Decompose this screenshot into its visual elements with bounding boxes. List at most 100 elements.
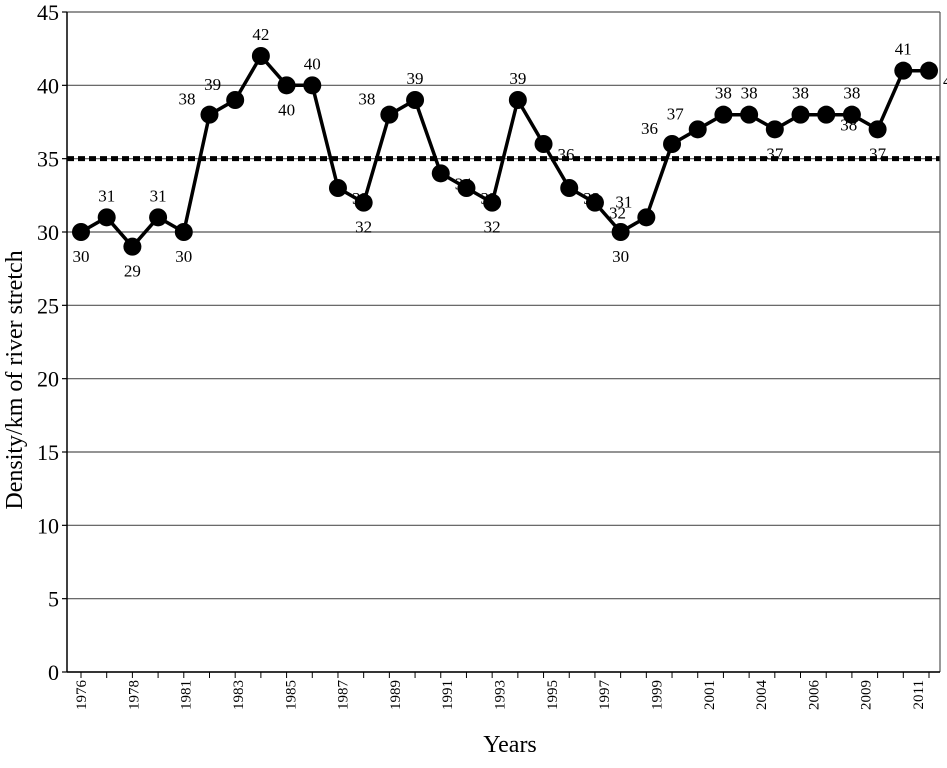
data-point (226, 91, 245, 109)
data-point (277, 76, 296, 95)
x-tick-label: 2011 (911, 680, 927, 709)
data-point (200, 105, 219, 124)
data-point (765, 120, 784, 139)
data-label: 39 (509, 69, 526, 88)
data-point (791, 105, 810, 124)
y-tick-label: 0 (48, 660, 59, 685)
y-tick-label: 35 (37, 147, 59, 172)
data-label: 32 (484, 218, 501, 237)
data-label: 38 (358, 90, 375, 109)
data-point (354, 193, 373, 212)
data-label: 36 (641, 119, 658, 138)
data-label: 39 (407, 69, 424, 88)
data-point (149, 208, 168, 227)
data-label: 38 (715, 84, 732, 103)
data-label: 30 (73, 247, 90, 266)
data-point (483, 193, 502, 212)
data-label: 38 (178, 90, 195, 109)
data-label: 32 (355, 218, 372, 237)
data-label: 31 (98, 186, 115, 205)
data-point (740, 105, 759, 124)
y-tick-label: 10 (37, 513, 59, 538)
y-axis-title: Density/km of river stretch (2, 250, 28, 509)
data-point (406, 91, 425, 109)
data-point (611, 223, 630, 241)
data-label: 38 (792, 84, 809, 103)
data-label: 32 (609, 204, 626, 223)
y-tick-label: 45 (37, 0, 59, 25)
data-point (894, 61, 913, 80)
y-tick-label: 25 (37, 293, 59, 318)
x-tick-label: 1995 (545, 680, 561, 710)
data-label: 30 (612, 247, 629, 266)
x-tick-label: 2001 (702, 680, 718, 710)
data-label: 36 (558, 145, 575, 164)
data-point (560, 179, 579, 197)
y-tick-label: 40 (37, 73, 59, 98)
data-label: 37 (667, 104, 685, 123)
data-point (534, 135, 553, 153)
data-point (508, 91, 527, 109)
data-label: 37 (766, 144, 784, 163)
y-tick-label: 5 (48, 587, 59, 612)
data-point (303, 76, 322, 95)
data-point (251, 47, 270, 65)
data-label: 30 (175, 247, 192, 266)
x-tick-label: 2009 (859, 680, 875, 710)
data-point (123, 237, 142, 256)
data-point (688, 120, 707, 139)
data-label: 41 (943, 72, 947, 91)
data-label: 37 (869, 144, 887, 163)
data-point (637, 208, 656, 227)
series-layer (72, 47, 938, 256)
x-tick-label: 1981 (179, 680, 195, 710)
data-label: 41 (895, 40, 912, 59)
x-tick-label: 1987 (336, 680, 352, 711)
data-label: 40 (278, 100, 295, 119)
x-tick-label: 1997 (597, 680, 613, 711)
x-tick-label: 1993 (493, 680, 509, 710)
data-point (174, 223, 193, 241)
data-label: 34 (455, 174, 473, 193)
x-tick-label: 1976 (74, 680, 90, 711)
data-point (380, 105, 399, 124)
data-point (72, 223, 90, 241)
data-label: 42 (252, 25, 269, 44)
data-labels: 30 31 29 31 30 38 39 42 40 40 33 32 38 39 34 33 32 39 36 33… (73, 25, 947, 281)
x-tick-label: 1978 (126, 680, 142, 710)
data-label: 33 (583, 189, 600, 208)
data-point (817, 105, 836, 124)
x-tick-label: 1985 (283, 680, 299, 710)
x-tick-label: 1991 (440, 680, 456, 710)
data-point (431, 164, 450, 183)
x-tick-label: 1989 (388, 680, 404, 710)
x-tick-label: 1983 (231, 680, 247, 710)
data-label: 40 (304, 54, 321, 73)
x-tick-label: 2004 (754, 680, 770, 711)
data-label: 38 (840, 116, 857, 135)
series-line (80, 54, 929, 249)
data-point (714, 105, 733, 124)
data-point (457, 179, 476, 197)
y-tick-label: 15 (37, 440, 59, 465)
data-point (328, 179, 347, 197)
data-label: 33 (480, 189, 497, 208)
data-point (920, 61, 938, 80)
axes: 0 5 10 15 20 25 30 35 40 45 1976 1978 1981 1983 1985 19… (37, 0, 941, 711)
data-label: 33 (352, 189, 369, 208)
data-label: 31 (615, 192, 632, 211)
x-axis-title: Years (483, 732, 537, 758)
data-point (842, 105, 861, 124)
y-tick-label: 30 (37, 220, 59, 245)
data-point (663, 135, 682, 153)
data-point (585, 193, 604, 212)
data-point (868, 120, 887, 139)
y-tick-label: 20 (37, 367, 59, 392)
data-point (97, 208, 116, 227)
data-label: 38 (843, 84, 860, 103)
data-label: 39 (204, 75, 221, 94)
data-label: 31 (150, 186, 167, 205)
data-label: 38 (741, 84, 758, 103)
gridlines (67, 11, 940, 673)
